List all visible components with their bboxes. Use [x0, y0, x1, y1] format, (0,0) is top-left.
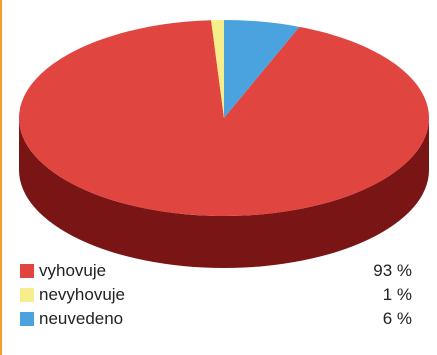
pie-slice-vyhovuje [18, 20, 429, 217]
legend-value: 6 % [382, 309, 412, 328]
legend-label: neuvedeno [39, 309, 124, 328]
pie-slice-nevyhovuje [211, 20, 224, 118]
legend-item-neuvedeno: neuvedeno 6 % [20, 308, 412, 330]
legend-swatch-vyhovuje [20, 264, 34, 278]
legend-item-vyhovuje: vyhovuje 93 % [20, 260, 412, 282]
legend-swatch-neuvedeno [20, 312, 34, 326]
pie-side-vyhovuje [19, 118, 429, 268]
legend-value: 1 % [382, 285, 412, 304]
legend-label: vyhovuje [39, 261, 107, 280]
legend-value: 93 % [373, 261, 412, 280]
pie-chart [18, 20, 429, 268]
legend-label: nevyhovuje [39, 285, 126, 304]
pie-slice-neuvedeno [224, 20, 300, 118]
legend-swatch-nevyhovuje [20, 288, 34, 302]
legend-item-nevyhovuje: nevyhovuje 1 % [20, 284, 412, 306]
